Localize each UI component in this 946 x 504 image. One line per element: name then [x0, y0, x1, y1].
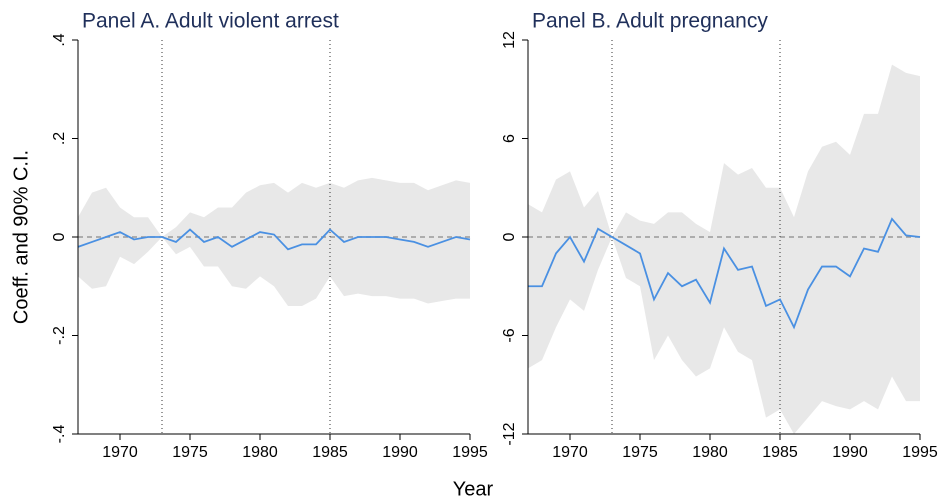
x-tick-label: 1990	[382, 444, 418, 461]
y-tick-label: -.2	[51, 326, 68, 345]
y-tick-label: -.4	[51, 425, 68, 444]
x-tick-label: 1990	[832, 444, 868, 461]
panel-title: Panel B. Adult pregnancy	[532, 10, 768, 33]
x-tick-label: 1980	[692, 444, 728, 461]
x-axis-label: Year	[453, 478, 494, 500]
y-tick-label: .2	[51, 132, 68, 145]
y-tick-label: .4	[51, 33, 68, 46]
x-tick-label: 1970	[102, 444, 138, 461]
y-tick-label: 0	[51, 232, 68, 241]
y-tick-label: -6	[501, 328, 518, 342]
ci-band	[78, 177, 470, 306]
x-tick-label: 1970	[552, 444, 588, 461]
y-tick-label: -12	[501, 422, 518, 445]
x-tick-label: 1995	[452, 444, 488, 461]
x-tick-label: 1985	[312, 444, 348, 461]
x-tick-label: 1980	[242, 444, 278, 461]
x-tick-label: 1975	[622, 444, 658, 461]
x-tick-label: 1995	[902, 444, 938, 461]
y-tick-label: 12	[501, 31, 518, 49]
panel-title: Panel A. Adult violent arrest	[82, 10, 339, 33]
x-tick-label: 1985	[762, 444, 798, 461]
x-tick-label: 1975	[172, 444, 208, 461]
coefficient-line	[77, 228, 471, 251]
coefficient-line	[528, 217, 921, 330]
y-tick-label: 6	[501, 134, 518, 143]
y-tick-label: 0	[501, 232, 518, 241]
y-axis-label: Coeff. and 90% C.I.	[10, 150, 32, 324]
